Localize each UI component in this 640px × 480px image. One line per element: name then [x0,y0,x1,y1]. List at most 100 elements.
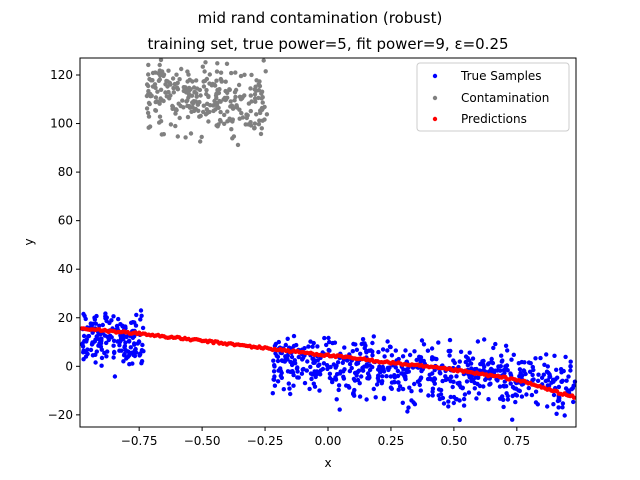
contamination-point [198,113,203,119]
true-samples-point [371,386,376,392]
true-samples-point [366,376,371,381]
true-samples-point [273,341,278,347]
true-samples-point [568,364,573,369]
true-samples-point [475,339,481,344]
true-samples-point [482,337,487,342]
true-samples-point [315,344,320,349]
contamination-point [259,91,264,96]
true-samples-point [436,393,441,398]
contamination-point [225,109,230,114]
contamination-point [253,99,258,104]
true-samples-point [364,348,369,354]
contamination-point [145,110,151,116]
true-samples-point [400,400,405,405]
contamination-point [204,107,209,112]
true-samples-point [529,392,535,398]
contamination-point [202,69,207,74]
true-samples-point [365,371,371,376]
contamination-point [179,66,184,72]
true-samples-point [281,387,286,392]
true-samples-point [137,353,142,358]
true-samples-point [278,373,283,379]
true-samples-point [546,383,552,388]
true-samples-point [457,380,462,385]
contamination-point [260,95,265,100]
true-samples-point [527,369,533,374]
true-samples-point [460,386,465,391]
true-samples-point [99,355,105,361]
contamination-point [242,72,247,78]
contamination-point [249,72,254,78]
true-samples-point [322,335,327,341]
contamination-point [149,78,154,83]
true-samples-point [519,394,525,399]
true-samples-point [543,378,548,384]
true-samples-point [526,385,531,391]
true-samples-point [132,342,137,347]
true-samples-point [393,348,398,353]
contamination-point [237,107,242,112]
true-samples-point [291,383,296,388]
contamination-point [227,87,232,93]
true-samples-point [364,364,370,369]
true-samples-point [454,374,459,379]
contamination-point [158,119,164,124]
true-samples-point [476,391,482,396]
true-samples-point [396,380,401,385]
true-samples-point [526,360,532,365]
true-samples-point [430,389,435,394]
true-samples-point [302,380,308,386]
true-samples-point [517,388,522,394]
true-samples-point [327,348,332,353]
contamination-point [173,111,178,116]
true-samples-point [396,387,401,392]
true-samples-point [556,384,562,390]
true-samples-point [513,386,519,391]
true-samples-point [545,364,550,369]
true-samples-point [464,379,470,384]
contamination-point [201,109,206,115]
true-samples-point [558,367,564,372]
contamination-point [183,135,188,140]
x-tick-label: 0.25 [378,434,405,448]
true-samples-point [342,367,347,372]
contamination-point [147,124,153,129]
true-samples-point [285,357,290,362]
legend-marker-contamination [432,95,438,101]
contamination-point [233,94,238,100]
true-samples-point [451,379,456,384]
true-samples-point [296,375,301,380]
contamination-point [253,84,258,89]
true-samples-point [385,348,390,353]
true-samples-point [371,334,376,339]
contamination-point [166,89,171,95]
contamination-point [185,98,190,103]
true-samples-point [462,392,468,397]
true-samples-point [401,367,406,372]
true-samples-point [505,348,510,353]
true-samples-point [469,378,474,384]
contamination-point [256,122,262,127]
contamination-point [201,103,206,108]
true-samples-point [288,369,293,374]
y-tick-label: 80 [58,165,73,179]
true-samples-point [418,376,423,381]
contamination-point [254,112,259,117]
true-samples-point [489,356,494,362]
true-samples-point [334,363,339,368]
contamination-point [233,70,238,75]
true-samples-point [487,381,493,387]
x-axis-label: x [324,456,331,470]
true-samples-point [407,352,413,358]
true-samples-point [535,378,541,383]
true-samples-point [128,345,133,350]
true-samples-point [432,381,437,386]
true-samples-point [351,376,357,382]
contamination-point [195,102,201,107]
contamination-point [227,116,232,121]
true-samples-point [436,340,441,345]
true-samples-point [505,393,510,399]
contamination-point [213,93,219,98]
x-tick-label: −0.25 [247,434,284,448]
contamination-point [198,139,203,144]
